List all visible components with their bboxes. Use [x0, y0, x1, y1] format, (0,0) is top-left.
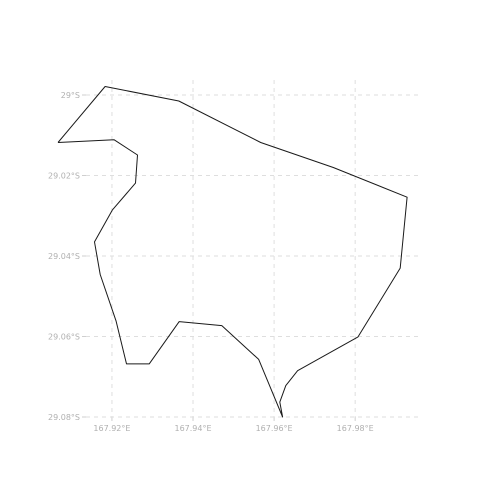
- x-tick-label: 167.96°E: [256, 424, 293, 433]
- graticule: [82, 80, 418, 421]
- y-tick-label: 29°S: [61, 91, 80, 100]
- island-outline-layer: [57, 86, 408, 418]
- y-tick-label: 29.04°S: [48, 252, 80, 261]
- y-tick-label: 29.08°S: [48, 413, 80, 422]
- x-tick-label: 167.92°E: [93, 424, 130, 433]
- y-tick-label: 29.02°S: [48, 172, 80, 181]
- axis-labels: 167.92°E 167.94°E 167.96°E 167.98°E 29°S 29.0…: [48, 91, 374, 433]
- y-tick-label: 29.06°S: [48, 333, 80, 342]
- island-outline[interactable]: [57, 86, 408, 418]
- x-tick-label: 167.94°E: [174, 424, 211, 433]
- x-tick-label: 167.98°E: [337, 424, 374, 433]
